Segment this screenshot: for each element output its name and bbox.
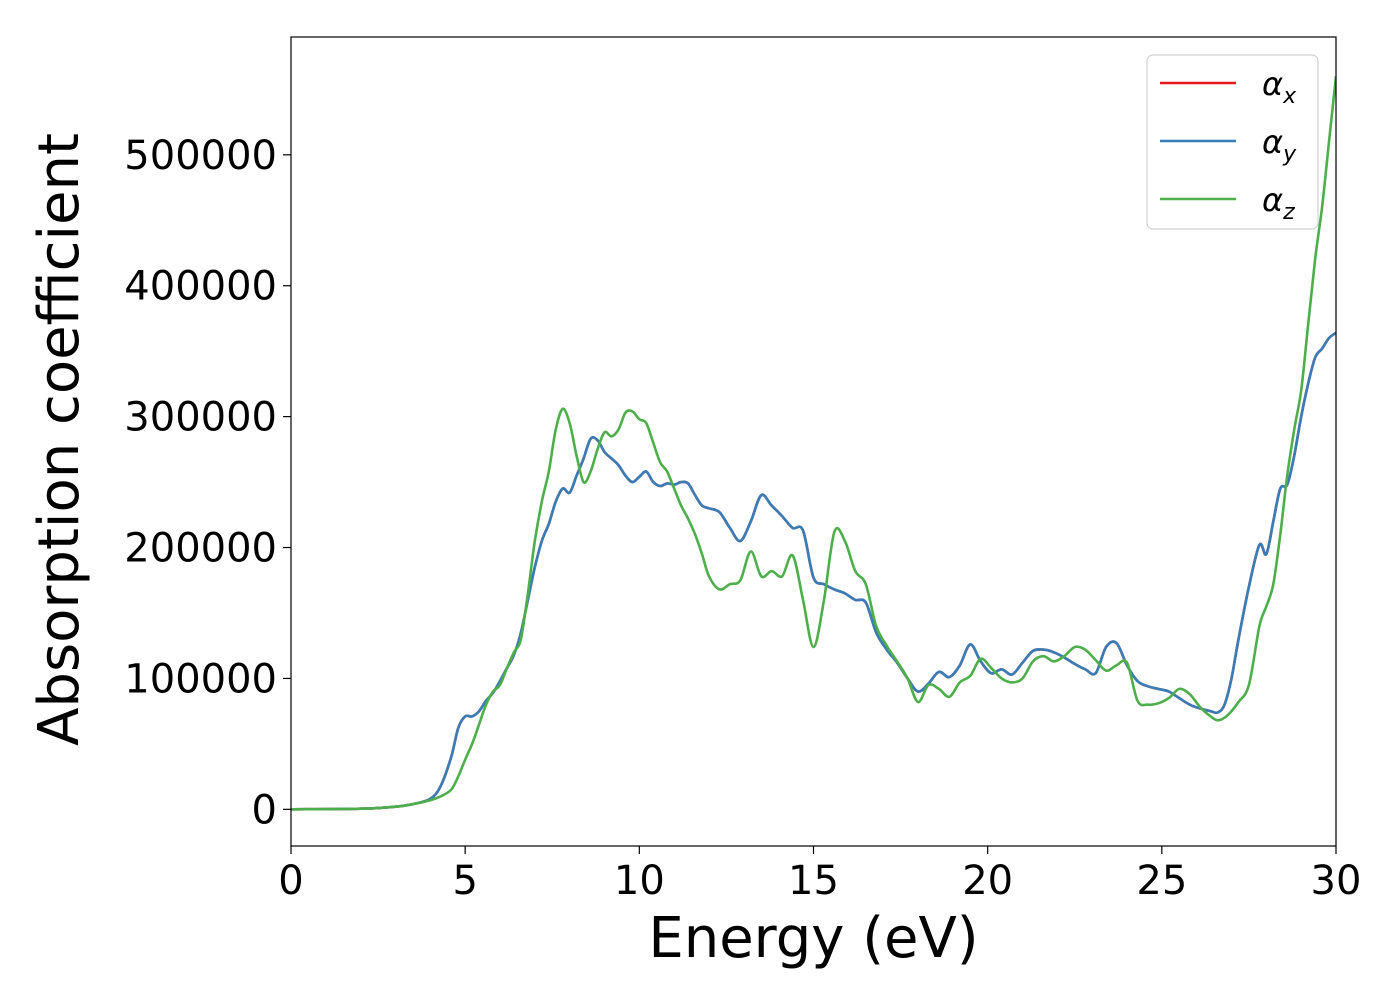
- x-tick-label: 15: [788, 858, 839, 904]
- x-tick-label: 20: [962, 858, 1013, 904]
- x-axis-label: Energy (eV): [648, 906, 978, 971]
- y-tick-label: 100000: [124, 656, 277, 702]
- legend: αx αy αz: [1146, 54, 1319, 230]
- series-line-2: [291, 331, 1336, 811]
- y-tick-label: 300000: [124, 395, 277, 441]
- y-tick-label: 200000: [124, 526, 277, 572]
- x-tick-label: 0: [278, 858, 303, 904]
- x-tick-label: 5: [452, 858, 477, 904]
- x-tick-label: 10: [614, 858, 665, 904]
- series-line-3: [291, 76, 1336, 811]
- y-tick-label: 500000: [124, 133, 277, 179]
- series-layer: [291, 76, 1336, 811]
- legend-label-2: αy: [1262, 123, 1297, 167]
- y-tick-label: 0: [252, 787, 277, 833]
- x-tick-label: 25: [1136, 858, 1187, 904]
- x-axis-ticks: 0 5 10 15 20 25 30: [278, 846, 1361, 904]
- y-axis-ticks: 0 100000 200000 300000 400000 500000: [124, 133, 291, 833]
- y-axis-label: Absorption coefficient: [27, 133, 92, 746]
- y-tick-label: 400000: [124, 264, 277, 310]
- legend-label-3: αz: [1262, 181, 1295, 225]
- series-line-1: [291, 331, 1336, 811]
- x-tick-label: 30: [1311, 858, 1362, 904]
- legend-label-1: αx: [1262, 65, 1297, 109]
